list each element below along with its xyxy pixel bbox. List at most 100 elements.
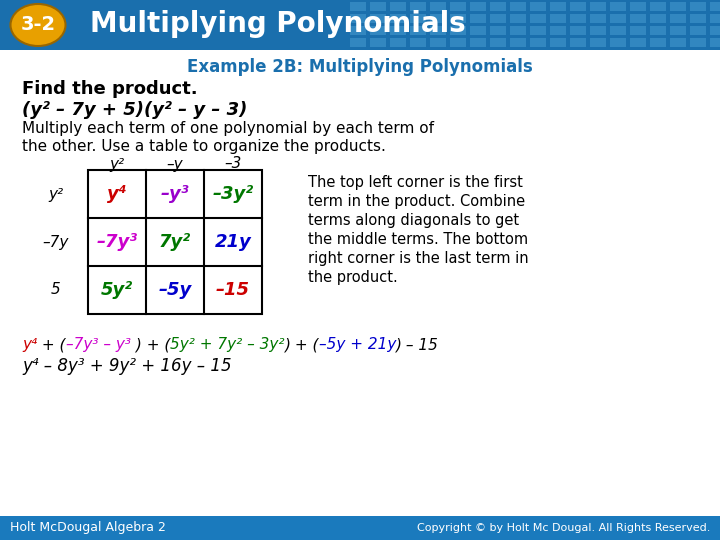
Bar — [570, 2, 586, 11]
Text: Find the product.: Find the product. — [22, 80, 197, 98]
Bar — [650, 14, 666, 23]
Bar — [350, 26, 366, 35]
Bar — [450, 2, 466, 11]
Bar — [550, 14, 566, 23]
Bar — [590, 26, 606, 35]
Bar — [430, 14, 446, 23]
Bar — [450, 14, 466, 23]
Bar — [390, 38, 406, 47]
Bar — [690, 26, 706, 35]
Bar — [710, 38, 720, 47]
Bar — [670, 14, 686, 23]
Bar — [450, 38, 466, 47]
Text: + (: + ( — [37, 338, 66, 353]
Text: the product.: the product. — [308, 270, 397, 285]
Bar — [570, 26, 586, 35]
Bar — [650, 38, 666, 47]
Text: Copyright © by Holt Mc Dougal. All Rights Reserved.: Copyright © by Holt Mc Dougal. All Right… — [417, 523, 710, 533]
Bar — [530, 38, 546, 47]
Bar — [390, 26, 406, 35]
Text: Multiply each term of one polynomial by each term of: Multiply each term of one polynomial by … — [22, 122, 434, 137]
Text: y⁴ – 8y³ + 9y² + 16y – 15: y⁴ – 8y³ + 9y² + 16y – 15 — [22, 357, 232, 375]
Text: ) + (: ) + ( — [130, 338, 170, 353]
Text: Multiplying Polynomials: Multiplying Polynomials — [90, 10, 466, 38]
Bar — [590, 38, 606, 47]
Bar — [630, 38, 646, 47]
Bar — [350, 2, 366, 11]
Bar — [410, 2, 426, 11]
Bar — [490, 38, 506, 47]
Bar — [690, 2, 706, 11]
Text: the middle terms. The bottom: the middle terms. The bottom — [308, 232, 528, 247]
Bar — [470, 14, 486, 23]
Text: Example 2B: Multiplying Polynomials: Example 2B: Multiplying Polynomials — [187, 58, 533, 76]
Bar — [430, 2, 446, 11]
Text: y²: y² — [109, 157, 125, 172]
Text: 5: 5 — [51, 282, 61, 298]
Text: –3: –3 — [225, 157, 242, 172]
Text: the other. Use a table to organize the products.: the other. Use a table to organize the p… — [22, 138, 386, 153]
Bar — [410, 26, 426, 35]
Bar — [670, 26, 686, 35]
Bar — [0, 0, 720, 50]
Bar — [510, 2, 526, 11]
Bar — [670, 38, 686, 47]
Text: –3y²: –3y² — [212, 185, 253, 203]
Text: –7y: –7y — [42, 234, 69, 249]
Bar — [630, 14, 646, 23]
Bar — [710, 14, 720, 23]
Bar — [550, 38, 566, 47]
Bar — [370, 14, 386, 23]
Text: –y³: –y³ — [161, 185, 189, 203]
Text: –y: –y — [167, 157, 184, 172]
Bar — [390, 2, 406, 11]
Bar — [530, 14, 546, 23]
Text: ) + (: ) + ( — [284, 338, 319, 353]
Bar — [550, 2, 566, 11]
Bar — [570, 38, 586, 47]
Bar — [670, 2, 686, 11]
Bar — [710, 2, 720, 11]
Bar — [470, 38, 486, 47]
Bar — [690, 38, 706, 47]
Text: 21y: 21y — [215, 233, 251, 251]
Text: The top left corner is the first: The top left corner is the first — [308, 175, 523, 190]
Bar — [430, 26, 446, 35]
Text: –7y³ – y³: –7y³ – y³ — [66, 338, 130, 353]
Bar — [610, 38, 626, 47]
Bar — [630, 2, 646, 11]
Text: 5y²: 5y² — [101, 281, 133, 299]
Text: 3-2: 3-2 — [20, 16, 55, 35]
Text: y⁴: y⁴ — [107, 185, 127, 203]
Bar — [350, 38, 366, 47]
Text: ) – 15: ) – 15 — [397, 338, 439, 353]
Bar — [350, 14, 366, 23]
Bar — [410, 38, 426, 47]
Bar — [490, 14, 506, 23]
Bar — [570, 14, 586, 23]
Text: term in the product. Combine: term in the product. Combine — [308, 194, 525, 209]
Text: terms along diagonals to get: terms along diagonals to get — [308, 213, 519, 228]
Text: y⁴: y⁴ — [22, 338, 37, 353]
Bar — [530, 26, 546, 35]
Bar — [650, 26, 666, 35]
Bar — [390, 14, 406, 23]
Bar — [590, 14, 606, 23]
Bar — [370, 38, 386, 47]
Bar — [610, 2, 626, 11]
Text: y²: y² — [48, 186, 63, 201]
Bar — [610, 14, 626, 23]
Text: Holt McDougal Algebra 2: Holt McDougal Algebra 2 — [10, 522, 166, 535]
Bar — [470, 26, 486, 35]
Text: right corner is the last term in: right corner is the last term in — [308, 251, 528, 266]
Bar — [490, 26, 506, 35]
Bar — [630, 26, 646, 35]
Text: 7y²: 7y² — [159, 233, 191, 251]
Text: –15: –15 — [216, 281, 250, 299]
Bar — [590, 2, 606, 11]
Bar — [88, 170, 262, 314]
Text: –5y + 21y: –5y + 21y — [319, 338, 397, 353]
Bar — [370, 26, 386, 35]
Bar — [530, 2, 546, 11]
Bar — [0, 516, 720, 540]
